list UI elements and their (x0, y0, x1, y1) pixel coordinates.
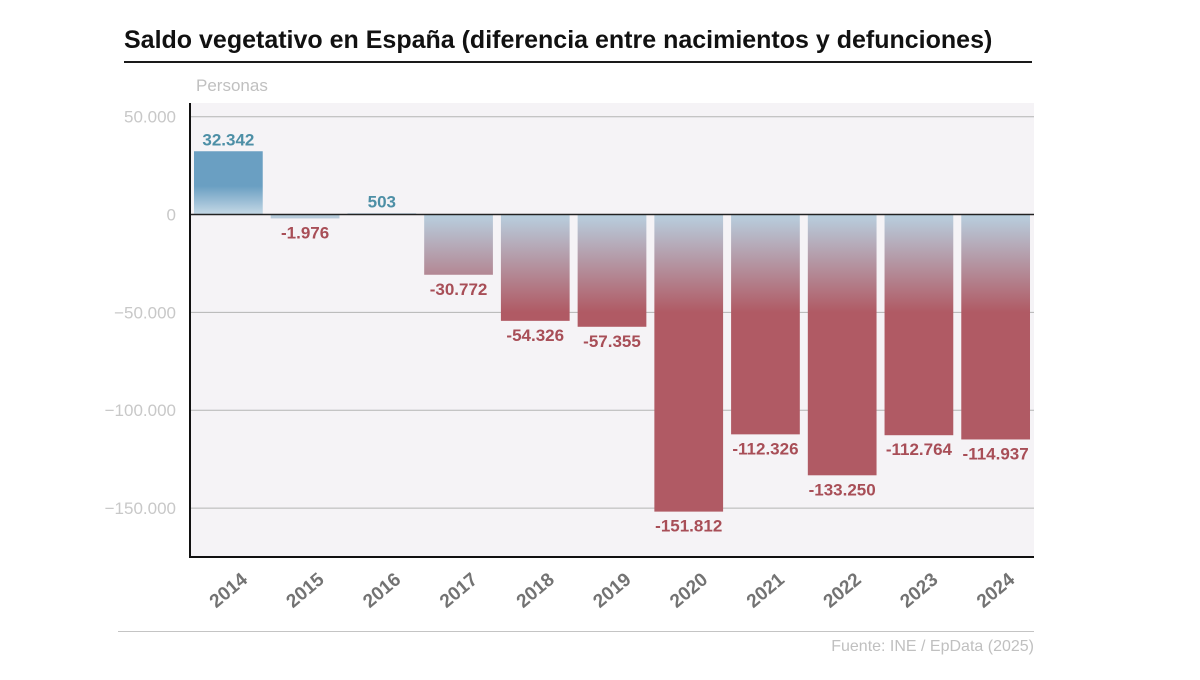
data-label-2020: -151.812 (655, 517, 722, 536)
bar-2024 (961, 214, 1030, 440)
bar-2018 (500, 214, 570, 321)
x-tick-label-2021: 2021 (743, 569, 789, 613)
data-label-2022: -133.250 (809, 480, 876, 499)
data-label-2019: -57.355 (583, 332, 641, 351)
title-underline (124, 61, 1032, 63)
data-label-2024: -114.937 (963, 444, 1029, 463)
bar-2015 (270, 214, 340, 219)
data-label-2018: -54.326 (506, 326, 564, 345)
chart-title: Saldo vegetativo en España (diferencia e… (124, 26, 993, 54)
bar-2014 (194, 151, 263, 215)
data-label-2017: -30.772 (430, 280, 488, 299)
y-tick-label: −150.000 (105, 499, 176, 518)
x-tick-label-2015: 2015 (283, 569, 329, 613)
data-label-2021: -112.326 (732, 439, 798, 458)
y-tick-label: −100.000 (105, 401, 176, 420)
bar-2022 (807, 214, 877, 476)
x-tick-label-2020: 2020 (666, 569, 712, 612)
y-axis-tick-labels: 50.000 0 −50.000 −100.000 −150.000 (105, 108, 176, 518)
bars (194, 151, 1030, 512)
bar-2019 (577, 214, 647, 327)
y-tick-label: 50.000 (124, 108, 176, 127)
x-tick-label-2018: 2018 (513, 569, 559, 612)
y-axis-unit-label: Personas (196, 76, 268, 95)
x-tick-label-2023: 2023 (896, 569, 942, 612)
bar-2020 (654, 214, 724, 512)
data-label-2014: 32.342 (202, 130, 254, 149)
data-label-2016: 503 (368, 193, 396, 212)
y-tick-label: 0 (167, 206, 176, 225)
bar-2017 (424, 214, 493, 275)
x-tick-label-2022: 2022 (820, 569, 866, 612)
data-label-2015: -1.976 (281, 223, 329, 242)
x-axis-tick-labels: 2014 2015 2016 2017 2018 2019 2020 2021 2022 2023… (206, 569, 1019, 613)
x-tick-label-2016: 2016 (359, 569, 405, 612)
x-tick-label-2024: 2024 (973, 569, 1019, 613)
source-note: Fuente: INE / EpData (2025) (831, 638, 1034, 655)
data-labels: 32.342 -1.976 503 -30.772 -54.326 -57.355 -151… (202, 130, 1028, 535)
x-tick-label-2017: 2017 (436, 569, 482, 612)
bar-2021 (731, 214, 800, 435)
x-tick-label-2014: 2014 (206, 569, 252, 613)
footer-divider (118, 631, 1034, 632)
data-label-2023: -112.764 (886, 440, 953, 459)
y-tick-label: −50.000 (114, 303, 176, 322)
x-tick-label-2019: 2019 (590, 569, 636, 612)
bar-2023 (884, 214, 954, 436)
